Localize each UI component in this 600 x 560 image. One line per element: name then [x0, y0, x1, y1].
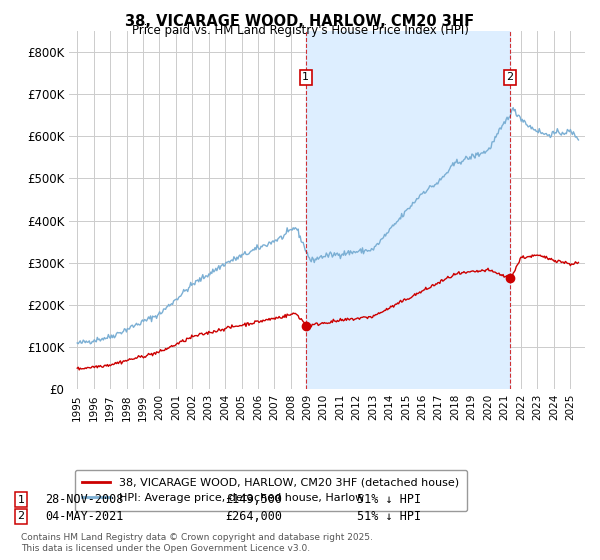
Text: Contains HM Land Registry data © Crown copyright and database right 2025.
This d: Contains HM Land Registry data © Crown c… [21, 533, 373, 553]
Text: 04-MAY-2021: 04-MAY-2021 [45, 510, 124, 523]
Text: 51% ↓ HPI: 51% ↓ HPI [357, 510, 421, 523]
Legend: 38, VICARAGE WOOD, HARLOW, CM20 3HF (detached house), HPI: Average price, detach: 38, VICARAGE WOOD, HARLOW, CM20 3HF (det… [74, 470, 467, 511]
Text: £264,000: £264,000 [225, 510, 282, 523]
Text: 1: 1 [17, 494, 25, 505]
Text: 1: 1 [302, 72, 310, 82]
Bar [306, 31, 510, 389]
Text: 51% ↓ HPI: 51% ↓ HPI [357, 493, 421, 506]
Text: Price paid vs. HM Land Registry's House Price Index (HPI): Price paid vs. HM Land Registry's House … [131, 24, 469, 37]
Text: 2: 2 [506, 72, 514, 82]
Text: 2: 2 [17, 511, 25, 521]
Text: 28-NOV-2008: 28-NOV-2008 [45, 493, 124, 506]
Text: £149,500: £149,500 [225, 493, 282, 506]
Text: 38, VICARAGE WOOD, HARLOW, CM20 3HF: 38, VICARAGE WOOD, HARLOW, CM20 3HF [125, 14, 475, 29]
